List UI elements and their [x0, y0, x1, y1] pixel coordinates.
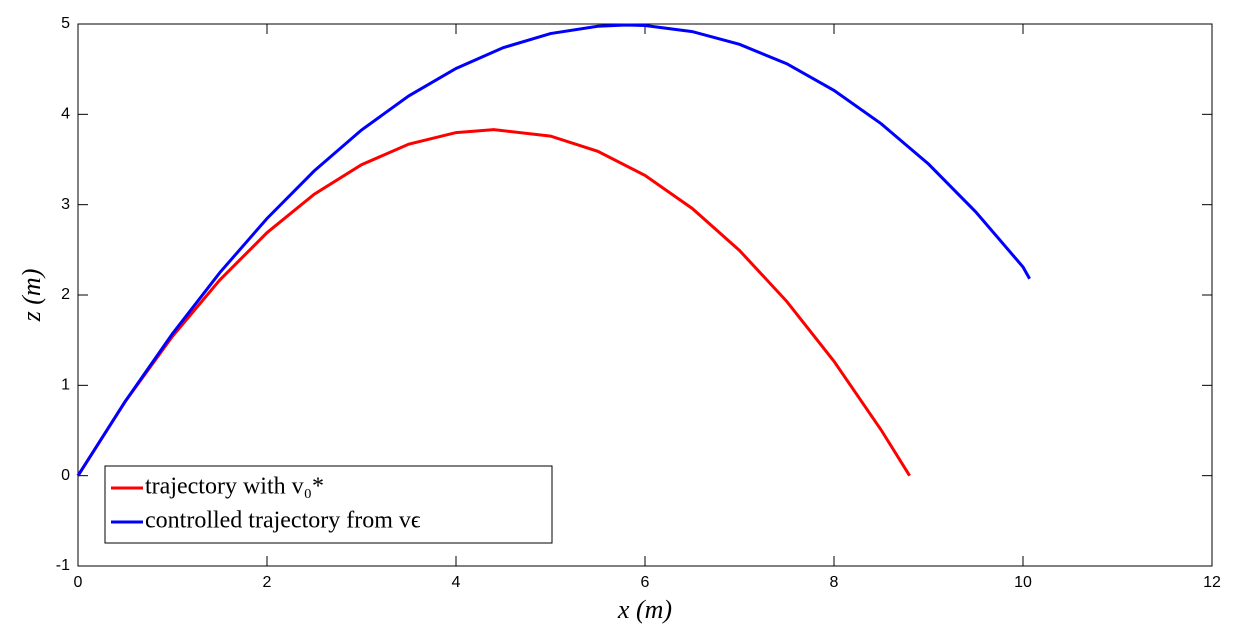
x-axis-label: x (m) — [617, 595, 672, 624]
y-axis-label: z (m) — [17, 269, 46, 323]
x-tick-label: 8 — [830, 574, 839, 591]
x-tick-label: 10 — [1014, 574, 1032, 591]
y-tick-label: 2 — [61, 286, 70, 303]
y-tick-label: 1 — [61, 377, 70, 394]
x-tick-label: 6 — [641, 574, 650, 591]
y-tick-label: 0 — [61, 467, 70, 484]
y-tick-label: 4 — [61, 106, 70, 123]
y-tick-label: 3 — [61, 196, 70, 213]
plot-frame — [77, 23, 1213, 567]
y-tick-label: -1 — [56, 557, 70, 574]
y-tick-label: 5 — [61, 15, 70, 32]
legend-box — [104, 465, 553, 544]
legend-label: controlled trajectory from vϵ — [145, 508, 421, 534]
x-tick-label: 2 — [263, 574, 272, 591]
line-series — [76, 128, 911, 477]
line-series — [76, 23, 1031, 477]
x-tick-label: 12 — [1203, 574, 1221, 591]
legend-label: trajectory with v₀* — [145, 474, 324, 500]
x-tick-label: 4 — [452, 574, 461, 591]
x-tick-label: 0 — [74, 574, 83, 591]
